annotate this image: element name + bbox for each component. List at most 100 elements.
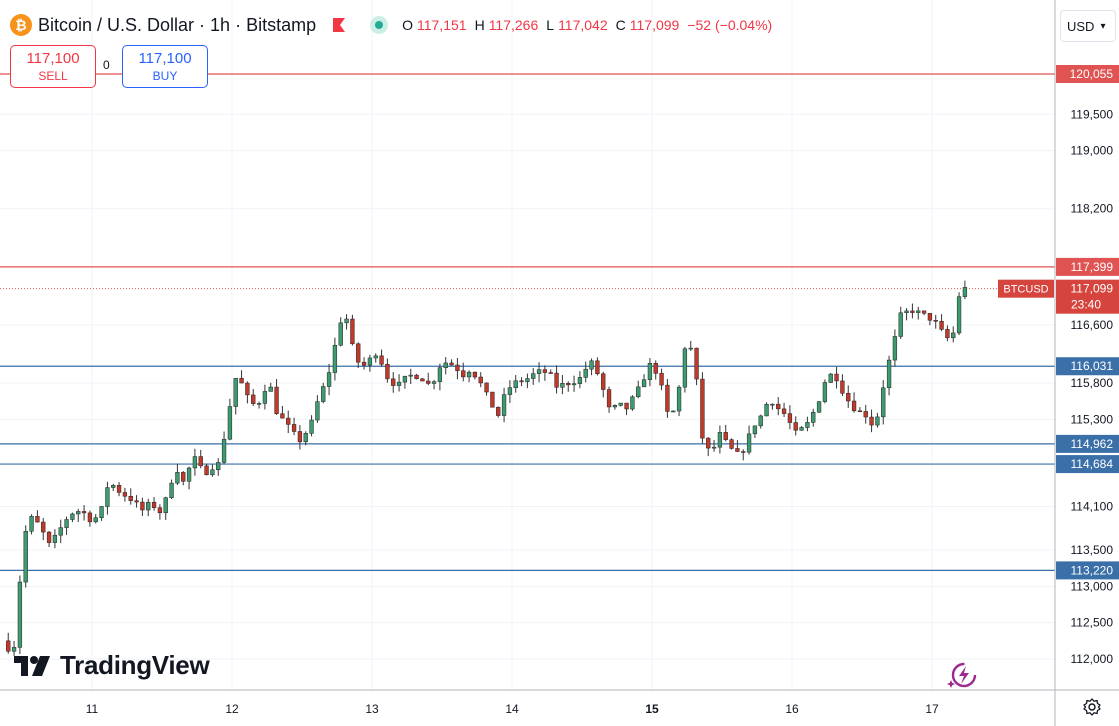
buy-button[interactable]: 117,100 BUY [122,45,208,88]
candle-body [916,310,921,313]
candle [927,313,933,326]
candle-body [787,413,793,423]
bitcoin-icon: ₿ [10,14,32,36]
candle [35,510,40,523]
candle-body [647,363,653,380]
candle-body [956,296,962,334]
ai-assistant-icon[interactable] [947,660,979,690]
price-tick-label: 118,200 [1071,202,1114,216]
price-tick-label: 112,500 [1071,616,1114,630]
candle [805,416,810,432]
candle-body [595,360,600,375]
candle-body [437,367,443,382]
candle [560,374,565,395]
candle [146,498,151,517]
candle [595,357,600,376]
candle [542,365,548,381]
candle [711,439,717,452]
candle-body [653,363,658,374]
grid-lines [0,0,1055,690]
candle-body [373,355,378,359]
candle-body [134,500,139,503]
candle [956,292,962,336]
candle-body [379,355,384,365]
candle [64,516,69,535]
candle-body [834,373,839,382]
level-price-tag [1056,357,1119,376]
candle [23,525,28,588]
time-tick-label: 12 [225,702,239,716]
symbol-title[interactable]: Bitcoin / U.S. Dollar · 1h · Bitstamp [38,14,317,35]
candle-body [239,378,244,384]
candle-body [280,413,285,419]
ohlc-close-label: C [615,17,626,33]
price-tick-label: 119,500 [1071,107,1114,121]
candle [571,375,577,392]
candle-body [531,373,536,379]
candle-body [391,378,396,386]
candle [251,389,256,406]
candle-body [717,432,723,448]
candle-body [630,396,635,410]
candle-body [711,446,717,449]
candle [612,404,618,410]
chart-title-bar[interactable]: ₿ Bitcoin / U.S. Dollar · 1h · Bitstamp … [10,12,772,38]
candle [216,458,221,476]
candle [764,402,769,417]
candle-body [583,368,588,378]
price-tick-label: 115,800 [1071,376,1114,390]
sell-price: 117,100 [26,49,80,67]
ohlc-low-label: L [546,17,555,33]
sell-button[interactable]: 117,100 SELL [10,45,96,88]
candle [816,401,822,413]
level-price-tag [1056,257,1119,276]
level-price-label: 117,399 [1071,260,1114,274]
flag-icon[interactable] [330,17,348,33]
ohlc-open-value: 117,151 [416,17,467,33]
level-price-label: 120,055 [1070,67,1114,81]
candle-body [665,384,670,412]
chevron-down-icon: ▾ [1100,20,1106,32]
candle [367,354,373,372]
candle-body [904,310,909,314]
candle [262,384,268,410]
candle [916,306,921,320]
price-tick-label: 113,500 [1071,543,1114,557]
candle-body [939,321,944,330]
currency-selector[interactable]: USD ▾ [1060,10,1116,42]
candle [676,385,682,417]
ohlc-open-label: O [402,17,413,33]
candle-body [910,310,915,313]
candle-body [431,381,437,384]
candle-body [17,581,23,648]
candle-body [618,402,623,406]
candle [525,373,530,389]
candle [344,314,349,330]
candle [752,425,758,438]
candle [688,340,693,351]
candle-body [933,320,938,322]
candle-body [921,310,927,314]
candle-body [554,372,559,388]
tradingview-logo[interactable]: TradingView [14,650,210,681]
candle [898,306,903,339]
candle-body [221,438,227,463]
candle-body [723,432,728,440]
candle [192,448,198,476]
candle-body [945,329,950,339]
candle-body [6,640,11,652]
candle-body [577,377,583,384]
candle-body [111,485,116,488]
candle [46,530,52,548]
candle [169,479,174,500]
candle-body [146,501,151,511]
candle [776,397,781,416]
tradingview-wordmark: TradingView [60,650,210,680]
settings-gear-icon[interactable] [1082,697,1102,717]
candle [496,406,501,418]
candle-body [840,380,845,394]
candle-body [332,344,338,373]
candle-body [245,382,250,396]
candle [945,325,950,342]
